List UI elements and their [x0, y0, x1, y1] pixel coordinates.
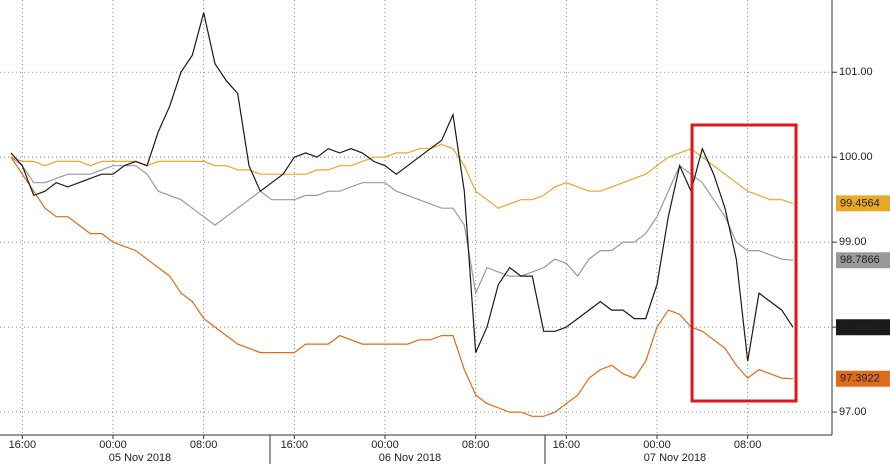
x-tick-label: 08:00 — [190, 439, 218, 451]
last-value-label: 99.4564 — [840, 197, 880, 209]
x-tick-label: 16:00 — [9, 439, 37, 451]
series-line — [10, 156, 794, 296]
last-value-tag — [836, 195, 890, 212]
series-line — [10, 12, 794, 362]
y-tick-label: 101.00 — [839, 66, 873, 78]
date-label: 05 Nov 2018 — [109, 452, 171, 464]
x-tick-label: 00:00 — [99, 439, 127, 451]
last-value-label: 97.3922 — [840, 373, 880, 385]
y-tick-label: 99.00 — [839, 236, 867, 248]
last-value-label: 98.7866 — [840, 254, 880, 266]
date-label: 07 Nov 2018 — [644, 452, 706, 464]
last-value-tag — [836, 252, 890, 269]
y-tick-label: 97.00 — [839, 406, 867, 418]
series-line — [10, 143, 794, 209]
x-tick-label: 00:00 — [643, 439, 671, 451]
highlight-box — [690, 123, 798, 403]
x-tick-label: 08:00 — [734, 439, 762, 451]
x-tick-label: 16:00 — [553, 439, 581, 451]
x-tick-label: 16:00 — [281, 439, 309, 451]
x-tick-label: 00:00 — [371, 439, 399, 451]
date-label: 06 Nov 2018 — [379, 452, 441, 464]
last-value-tag — [836, 370, 890, 387]
last-value-label: 97.9983 — [840, 321, 880, 333]
last-value-tag — [836, 319, 890, 336]
x-tick-label: 08:00 — [462, 439, 490, 451]
y-tick-label: 100.00 — [839, 151, 873, 163]
series-line — [10, 156, 794, 417]
